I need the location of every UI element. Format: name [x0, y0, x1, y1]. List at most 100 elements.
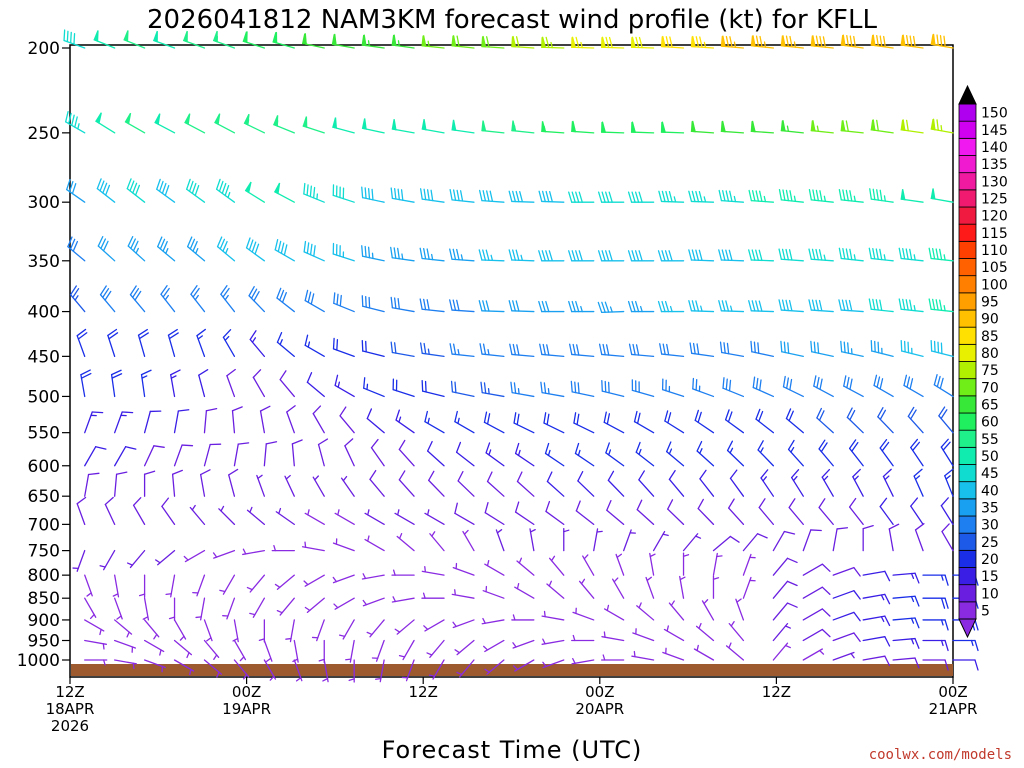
wind-barb — [802, 608, 831, 621]
wind-barb — [424, 509, 445, 526]
wind-barb — [454, 502, 475, 526]
wind-barb — [142, 597, 150, 621]
wind-barb — [154, 113, 176, 134]
wind-barb — [862, 636, 891, 647]
wind-barb — [203, 443, 222, 467]
wind-barb — [821, 468, 834, 497]
watermark: coolwx.com/models — [869, 747, 1012, 763]
wind-barb — [539, 343, 565, 358]
chart-title: 2026041812 NAM3KM forecast wind profile … — [147, 5, 877, 35]
colorbar-label: 95 — [981, 294, 999, 310]
wind-barb — [222, 329, 236, 358]
wind-barb — [572, 607, 595, 621]
wind-barb — [398, 470, 415, 497]
colorbar-label: 90 — [981, 312, 999, 328]
wind-barb — [273, 182, 295, 203]
wind-barb — [900, 119, 924, 134]
y-tick-label: 250 — [28, 124, 60, 144]
y-axis: 200 250 300 350 400 450 500 550 600 650 700 750 800 8… — [17, 39, 70, 671]
wind-barb — [93, 30, 116, 49]
wind-barb — [832, 527, 849, 552]
wind-barb — [724, 409, 745, 434]
wind-barb — [361, 295, 385, 313]
wind-barb — [598, 191, 625, 203]
wind-barb — [421, 380, 445, 398]
wind-barb — [660, 121, 685, 134]
wind-barb — [143, 445, 165, 467]
wind-barb — [186, 178, 206, 203]
wind-barb — [392, 378, 415, 398]
wind-barb — [190, 285, 206, 313]
wind-barb — [455, 441, 475, 467]
wind-barb — [275, 507, 295, 526]
wind-barb — [112, 574, 120, 598]
y-tick-label: 600 — [28, 457, 60, 477]
wind-barb — [259, 405, 271, 434]
wind-barb — [428, 470, 445, 497]
wind-barb — [922, 597, 949, 609]
colorbar-label: 75 — [981, 363, 999, 379]
wind-barb — [810, 120, 834, 134]
x-tick-label: 12Z — [55, 683, 84, 701]
colorbar-swatch — [958, 378, 977, 397]
wind-barb — [928, 247, 954, 262]
wind-barb — [451, 589, 475, 599]
wind-barb — [597, 301, 625, 313]
wind-barb — [563, 527, 570, 552]
wind-barb — [612, 577, 625, 599]
wind-barbs — [63, 29, 979, 683]
wind-barb — [248, 285, 266, 313]
wind-barb — [570, 380, 595, 398]
colorbar-top-arrow — [958, 84, 977, 105]
wind-barb — [657, 300, 685, 313]
wind-barb — [882, 468, 894, 497]
wind-barb — [772, 622, 791, 642]
y-tick-label: 850 — [28, 589, 60, 609]
wind-barb — [364, 509, 385, 526]
wind-barb — [571, 657, 595, 665]
wind-barb — [638, 470, 655, 497]
colorbar-label: 20 — [981, 552, 999, 568]
wind-barb — [910, 497, 924, 526]
wind-barb — [631, 650, 655, 661]
wind-barb — [750, 340, 775, 358]
wind-barb — [900, 34, 924, 49]
wind-barb — [922, 574, 949, 586]
wind-barb — [216, 236, 236, 262]
wind-barb — [541, 638, 565, 645]
wind-barb — [272, 31, 295, 49]
wind-barb — [577, 470, 595, 497]
wind-barb — [695, 622, 715, 642]
wind-barb — [778, 299, 804, 313]
wind-barb — [802, 563, 831, 576]
wind-barb — [318, 639, 325, 664]
wind-barb — [516, 557, 535, 576]
wind-barb — [311, 619, 325, 642]
wind-barb — [832, 651, 855, 661]
wind-barb — [838, 299, 864, 313]
wind-barb — [67, 236, 86, 262]
wind-barb — [755, 408, 775, 434]
wind-barb — [659, 343, 685, 358]
wind-barb — [940, 438, 954, 467]
wind-barb — [419, 342, 445, 358]
wind-barb — [483, 639, 505, 653]
wind-barb — [391, 596, 415, 603]
wind-barb — [782, 375, 804, 398]
wind-barb — [170, 369, 181, 398]
wind-barb — [263, 659, 277, 681]
wind-barb — [930, 188, 954, 203]
wind-barb — [95, 112, 116, 134]
wind-barb — [390, 341, 415, 358]
wind-barb — [114, 659, 137, 670]
wind-barb — [423, 619, 445, 632]
wind-barb — [818, 498, 834, 526]
colorbar-swatch — [958, 481, 977, 500]
wind-barb — [898, 247, 924, 262]
wind-barb — [750, 120, 775, 134]
colorbar-label: 65 — [981, 397, 999, 413]
wind-barb — [543, 412, 565, 434]
wind-barb — [843, 375, 864, 398]
wind-barb — [649, 552, 656, 576]
wind-barb — [263, 441, 278, 467]
